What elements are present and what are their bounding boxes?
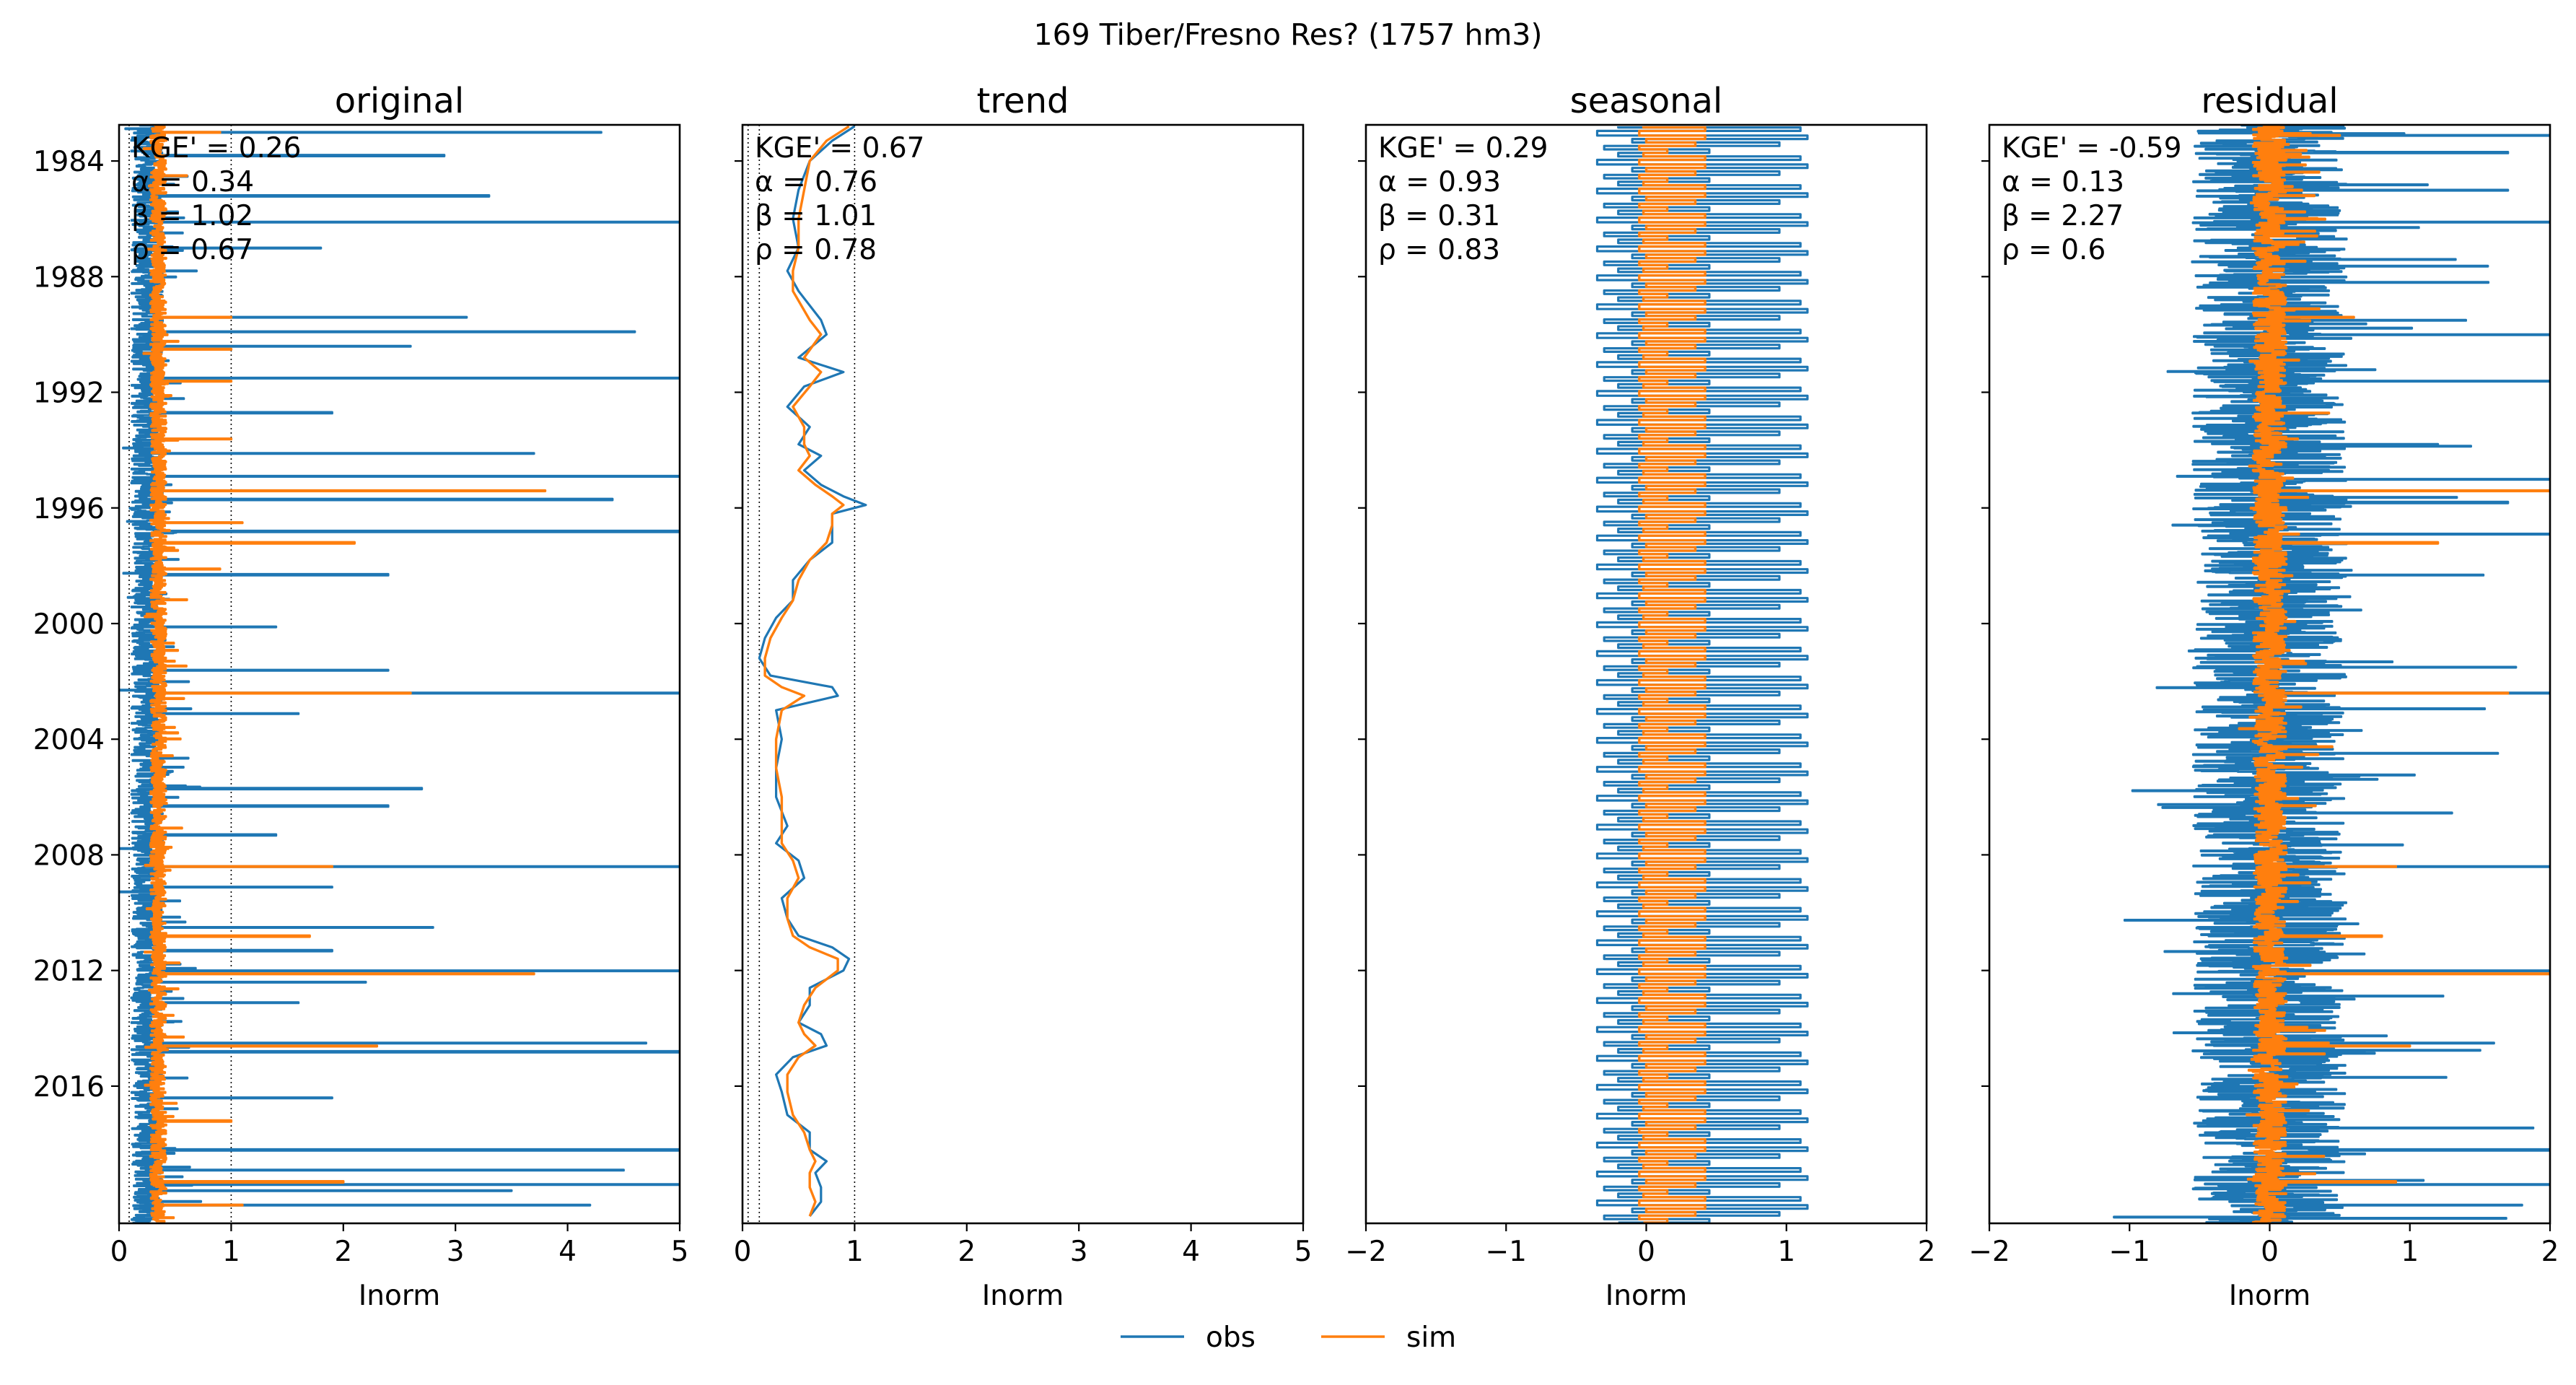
stat-label: KGE' = 0.29 [1378,132,1548,165]
panel-original: original Inorm 0 1 2 3 4 5 1984 1988 1992 1996 200… [33,81,689,1312]
legend-obs-label: obs [1206,1321,1256,1354]
panel-title: seasonal [1570,81,1723,121]
series-obs [1595,126,1809,1223]
y-tick-label: 1992 [33,377,105,410]
x-tick-label: 2 [1918,1236,1936,1268]
x-axis-label: Inorm [982,1280,1064,1312]
x-tick-label: 0 [1637,1236,1655,1268]
panel-title: trend [977,81,1069,121]
x-tick-label: 0 [2261,1236,2279,1268]
stat-label: β = 1.01 [755,200,877,232]
x-tick-label: −2 [1968,1236,2010,1268]
series-sim [142,125,547,1223]
stat-label: KGE' = 0.26 [131,132,301,165]
x-tick-label: −1 [1486,1236,1528,1268]
series-sim [2238,125,2550,1223]
plot-area [747,125,867,1223]
stat-label: KGE' = 0.67 [755,132,924,165]
x-tick-label: 1 [1777,1236,1795,1268]
stat-label: ρ = 0.6 [2002,234,2106,266]
stat-label: α = 0.93 [1378,166,1501,198]
x-axis-label: Inorm [1605,1280,1687,1312]
legend-sim-label: sim [1406,1321,1456,1354]
y-tick-label: 1984 [33,146,105,178]
stat-label: KGE' = -0.59 [2002,132,2182,165]
x-axis-label: Inorm [359,1280,440,1312]
series-obs [119,125,680,1223]
axes-frame [118,123,681,1225]
stat-label: β = 0.31 [1378,200,1500,232]
stat-label: ρ = 0.83 [1378,234,1500,266]
axes-frame [741,123,1305,1225]
x-tick-label: −2 [1345,1236,1387,1268]
x-tick-label: 2 [958,1236,976,1268]
stat-label: ρ = 0.78 [755,234,877,266]
panel-residual: residual Inorm −2 −1 0 1 2 KGE' = -0.59α = 0.… [1968,81,2559,1312]
x-tick-label: 0 [734,1236,752,1268]
panel-title: original [335,81,464,121]
x-tick-label: −1 [2109,1236,2151,1268]
plot-area [119,125,680,1223]
y-tick-label: 2000 [33,608,105,641]
stat-label: ρ = 0.67 [131,234,253,266]
panel-trend: trend Inorm 0 1 2 3 4 5 KGE' = 0.67α = 0.76β =… [734,81,1313,1312]
x-tick-label: 2 [334,1236,352,1268]
stat-label: α = 0.34 [131,166,254,198]
plot-area [2113,125,2550,1223]
y-tick-label: 2004 [33,724,105,756]
x-tick-label: 2 [2541,1236,2559,1268]
x-tick-label: 1 [846,1236,864,1268]
stat-label: α = 0.13 [2002,166,2124,198]
x-tick-label: 5 [671,1236,689,1268]
y-tick-label: 2016 [33,1071,105,1104]
panel-seasonal: seasonal Inorm −2 −1 0 1 2 KGE' = 0.29α = 0.9… [1345,81,1935,1312]
x-tick-label: 3 [1070,1236,1088,1268]
x-tick-label: 4 [1182,1236,1200,1268]
x-tick-label: 3 [447,1236,465,1268]
stat-label: α = 0.76 [755,166,877,198]
y-tick-label: 2008 [33,839,105,872]
plot-area [1595,126,1809,1223]
y-tick-label: 1988 [33,261,105,294]
series-sim [763,125,850,1217]
x-tick-label: 1 [2401,1236,2419,1268]
x-axis-label: Inorm [2229,1280,2310,1312]
figure-suptitle: 169 Tiber/Fresno Res? (1757 hm3) [1033,17,1542,52]
stat-label: β = 2.27 [2002,200,2124,232]
series-sim [1638,126,1707,1223]
y-tick-label: 2012 [33,956,105,988]
legend: obs sim [1121,1321,1456,1354]
x-tick-label: 0 [110,1236,128,1268]
x-tick-label: 4 [558,1236,577,1268]
panel-title: residual [2201,81,2338,121]
stat-label: β = 1.02 [131,200,253,232]
y-tick-label: 1996 [33,493,105,525]
series-obs [2113,125,2550,1223]
x-tick-label: 1 [222,1236,240,1268]
x-tick-label: 5 [1294,1236,1313,1268]
